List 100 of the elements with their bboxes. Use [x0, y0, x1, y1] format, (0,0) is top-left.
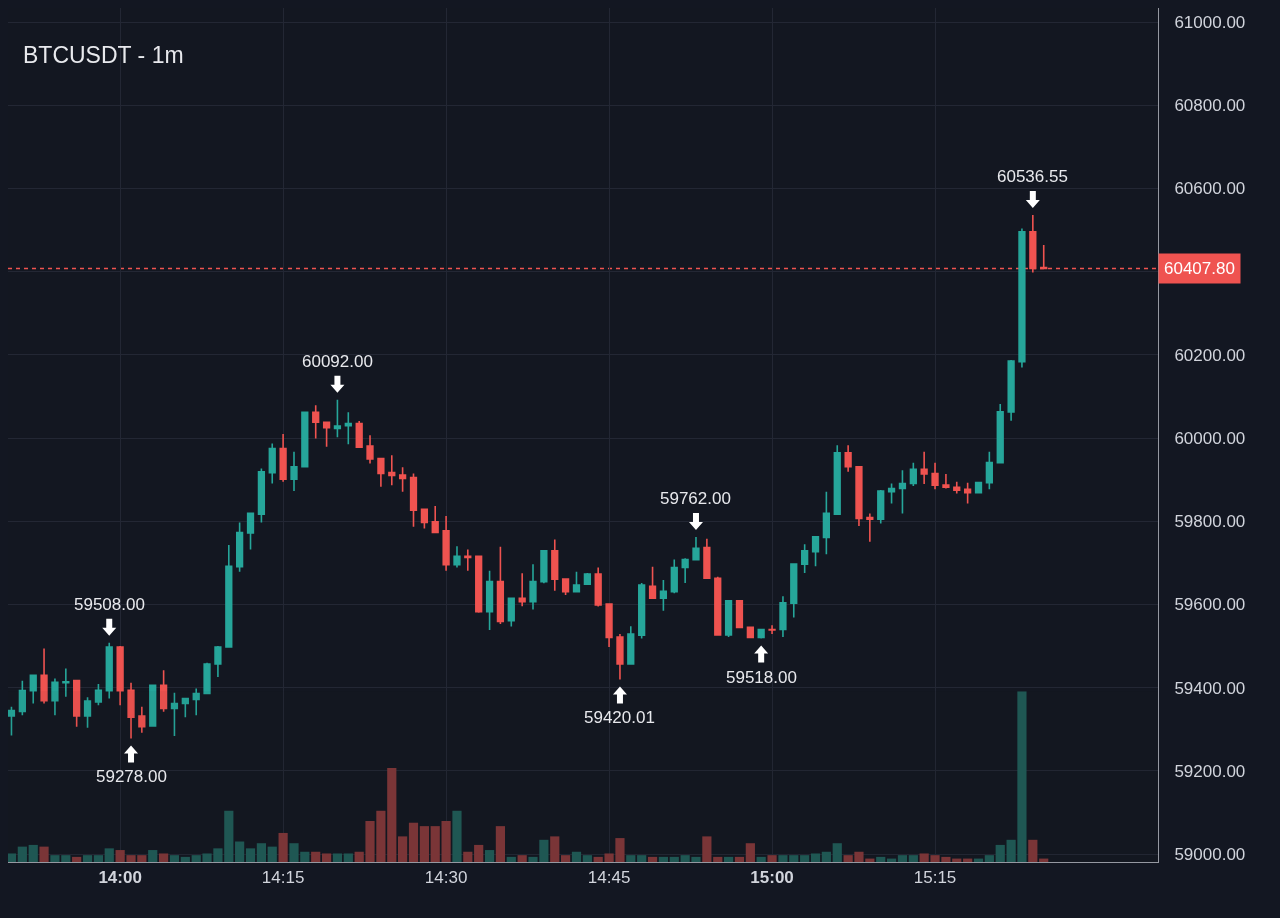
candlestick — [420, 508, 429, 530]
candlestick — [388, 454, 396, 486]
candlestick — [953, 481, 961, 495]
candlestick — [540, 549, 548, 585]
candlestick — [757, 628, 765, 640]
y-tick-label: 59800.00 — [1174, 512, 1246, 532]
bar — [984, 855, 994, 862]
candlestick — [898, 469, 907, 515]
bar — [72, 856, 82, 862]
candlestick — [507, 597, 515, 628]
candlestick — [366, 434, 374, 465]
candlestick — [1007, 359, 1015, 422]
bar — [441, 821, 451, 862]
candlestick — [485, 570, 494, 631]
candlestick — [312, 404, 320, 440]
x-tick-label: 14:00 — [98, 868, 142, 888]
bar — [408, 822, 419, 862]
y-tick-label: 60800.00 — [1174, 96, 1246, 116]
candlestick — [40, 647, 48, 705]
bar — [713, 856, 723, 862]
bar — [832, 843, 842, 862]
y-tick-label: 59600.00 — [1174, 595, 1246, 615]
candlestick — [638, 582, 646, 640]
y-tick-label: 59400.00 — [1174, 678, 1246, 698]
candlestick — [779, 595, 787, 638]
bar — [82, 855, 93, 862]
bar — [756, 856, 766, 862]
ref-line-label: 60407.80 — [1164, 259, 1235, 278]
candlestick — [94, 683, 103, 706]
bar — [311, 851, 321, 862]
bar — [343, 853, 353, 862]
bar — [800, 855, 810, 862]
annotation: 59518.00 — [726, 668, 797, 687]
bar — [278, 832, 288, 862]
candlestick — [344, 411, 352, 446]
bar — [93, 855, 104, 862]
candlestick — [105, 641, 113, 700]
bar — [235, 841, 245, 862]
candlestick — [246, 512, 255, 551]
annotation: 59420.01 — [584, 708, 655, 727]
candlestick — [909, 461, 917, 487]
candlestick — [768, 624, 776, 635]
candlestick — [887, 482, 896, 505]
candlestick — [844, 444, 852, 473]
candlestick — [431, 505, 439, 534]
bar — [148, 850, 158, 862]
candlestick — [518, 572, 526, 607]
bar — [669, 856, 679, 862]
bar — [180, 856, 190, 862]
x-tick-label: 15:00 — [750, 868, 794, 888]
candlestick — [322, 421, 331, 448]
candlestick — [18, 679, 26, 716]
candlestick — [833, 444, 841, 516]
bar — [39, 846, 49, 862]
bar — [256, 843, 266, 862]
bar — [267, 846, 277, 862]
candlestick — [181, 697, 189, 719]
bar — [745, 843, 755, 862]
bar — [322, 853, 332, 862]
candlestick — [170, 691, 179, 737]
candlestick — [442, 515, 450, 572]
candlestick — [605, 603, 613, 648]
candlestick — [866, 512, 874, 543]
bar — [169, 855, 180, 862]
candlestick — [877, 489, 885, 525]
y-tick-label: 59000.00 — [1174, 845, 1246, 865]
candlestick — [203, 661, 211, 695]
candlestick — [149, 683, 157, 728]
bar — [506, 856, 516, 862]
bar — [734, 856, 745, 862]
y-tick-label: 60600.00 — [1174, 179, 1246, 199]
candlestick — [572, 570, 581, 593]
candlestick — [475, 555, 483, 614]
candlestick — [724, 599, 733, 638]
bar — [452, 810, 462, 862]
candlestick — [790, 563, 798, 619]
candlestick — [670, 558, 678, 595]
candlestick — [692, 536, 700, 561]
candlestick — [192, 687, 200, 716]
bar — [104, 848, 114, 862]
candlestick — [301, 411, 309, 468]
candlestick — [83, 696, 92, 729]
candlestick — [659, 579, 668, 612]
candlestick — [942, 473, 950, 490]
annotation: 60536.55 — [997, 167, 1068, 186]
candlestick — [985, 451, 993, 491]
candlestick — [127, 681, 135, 740]
bar — [637, 855, 647, 862]
y-tick-label: 59200.00 — [1174, 761, 1246, 781]
x-tick-label: 14:15 — [261, 868, 305, 888]
candlestick — [257, 467, 266, 524]
candlestick — [279, 433, 287, 483]
bar — [28, 844, 38, 862]
y-tick-label: 60200.00 — [1174, 345, 1246, 365]
bar — [821, 851, 831, 862]
annotation: 60092.00 — [302, 352, 373, 371]
candlestick — [855, 466, 863, 527]
candlestick — [964, 481, 972, 505]
candlestick — [714, 575, 722, 636]
candlestick — [333, 399, 342, 439]
